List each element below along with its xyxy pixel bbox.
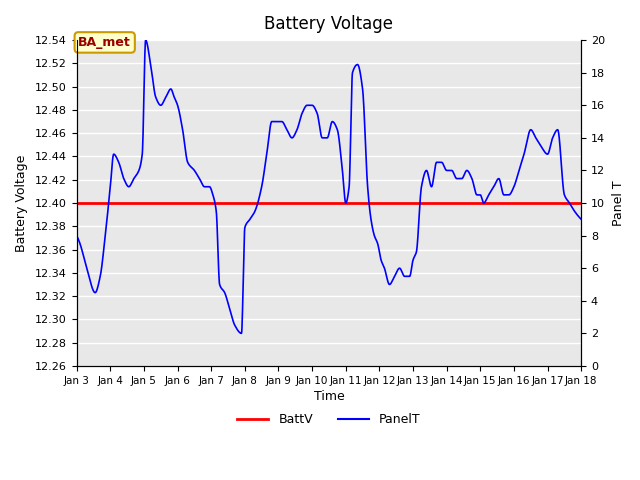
Legend: BattV, PanelT: BattV, PanelT: [232, 408, 426, 432]
Y-axis label: Panel T: Panel T: [612, 180, 625, 226]
Text: BA_met: BA_met: [78, 36, 131, 49]
X-axis label: Time: Time: [314, 390, 344, 403]
Title: Battery Voltage: Battery Voltage: [264, 15, 394, 33]
Y-axis label: Battery Voltage: Battery Voltage: [15, 155, 28, 252]
